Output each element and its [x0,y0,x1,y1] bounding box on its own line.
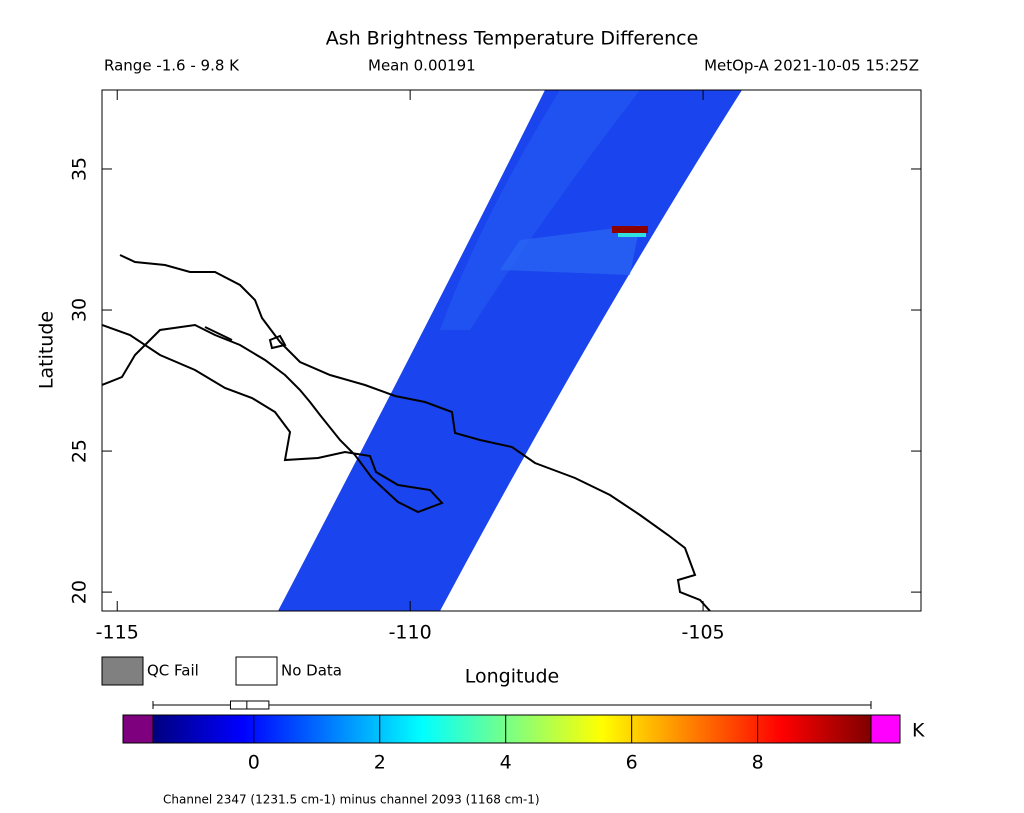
swath [278,90,742,611]
subtitle-mean: Mean 0.00191 [368,57,476,75]
swath-patch [440,90,640,330]
y-tick-label: 25 [69,439,91,463]
colorbar-tick-label: 2 [374,752,386,774]
colorbar [152,714,872,744]
y-tick-label: 20 [69,580,91,604]
colorbar-over [870,714,901,744]
x-axis-label: Longitude [465,666,560,688]
footnote: Channel 2347 (1231.5 cm-1) minus channel… [163,793,540,807]
x-tick-label: -105 [682,622,725,644]
swath-patch [500,225,640,275]
ash-streak-edge [618,233,646,237]
ash-streak [612,226,648,233]
y-tick-label: 30 [69,298,91,322]
y-axis-label: Latitude [36,311,58,389]
x-tick-label: -110 [389,622,432,644]
legend-swatch [101,656,144,686]
plot-frame [101,89,922,612]
subtitle-range: Range -1.6 - 9.8 K [104,57,240,75]
colorbar-under [122,714,154,744]
legend-label: QC Fail [147,662,199,680]
legend-swatch [235,656,278,686]
subtitle-source: MetOp-A 2021-10-05 15:25Z [704,57,919,75]
map [102,90,742,611]
colorbar-tick-label: 8 [752,752,764,774]
y-tick-label: 35 [69,157,91,181]
x-tick-label: -115 [96,622,139,644]
title: Ash Brightness Temperature Difference [326,28,699,50]
box [229,700,270,710]
colorbar-tick-label: 4 [500,752,512,774]
colorbar-tick-label: 6 [626,752,638,774]
legend-label: No Data [281,662,342,680]
coastline [102,254,711,611]
colorbar-unit: K [912,720,925,742]
colorbar-tick-label: 0 [248,752,260,774]
